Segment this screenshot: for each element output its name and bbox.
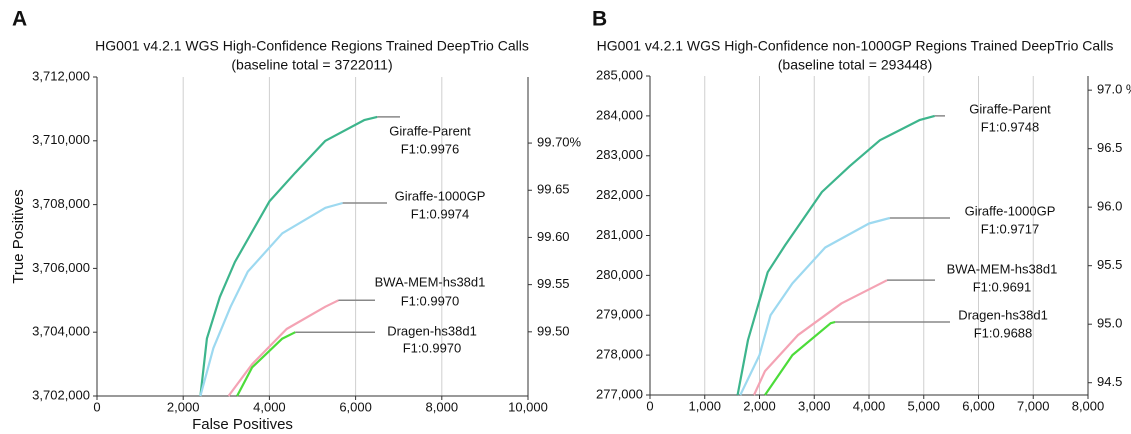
series-line: [199, 115, 378, 397]
chart-subtitle: (baseline total = 3722011): [231, 57, 392, 73]
x-tick-label: 2,000: [743, 398, 776, 413]
x-tick-label: 8,000: [1072, 398, 1105, 413]
y-tick-label: 279,000: [596, 307, 643, 322]
y2-tick-label: 99.65: [537, 182, 570, 197]
y2-tick-label: 99.55: [537, 276, 570, 291]
y-tick-label: 3,706,000: [32, 260, 90, 275]
y2-tick-label: 96.0: [1097, 199, 1122, 214]
series-name: BWA-MEM-hs38d1: [375, 275, 486, 290]
y2-tick-label: 97.0 %: [1097, 82, 1131, 97]
x-tick-label: 3,000: [798, 398, 831, 413]
y-tick-label: 3,712,000: [32, 68, 90, 83]
series-name: BWA-MEM-hs38d1: [947, 262, 1058, 277]
x-tick-label: 4,000: [253, 399, 286, 414]
series-f1: F1:0.9748: [981, 119, 1040, 134]
panel-letter: B: [592, 8, 607, 31]
x-tick-label: 7,000: [1017, 398, 1050, 413]
series-line: [199, 201, 343, 397]
y2-tick-label: 96.5: [1097, 140, 1122, 155]
x-tick-label: 2,000: [167, 399, 200, 414]
series-line: [753, 279, 888, 396]
series-f1: F1:0.9688: [974, 325, 1033, 340]
series-f1: F1:0.9970: [401, 294, 460, 309]
chart-title: HG001 v4.2.1 WGS High-Confidence non-100…: [597, 38, 1114, 54]
y-tick-label: 285,000: [596, 67, 643, 82]
y-axis-label: True Positives: [10, 189, 27, 283]
series-line: [736, 114, 935, 396]
x-tick-label: 1,000: [688, 398, 721, 413]
y2-tick-label: 99.70%: [537, 135, 582, 150]
series-f1: F1:0.9974: [411, 206, 470, 221]
y-tick-label: 284,000: [596, 107, 643, 122]
series-name: Giraffe-1000GP: [965, 203, 1056, 218]
x-tick-label: 5,000: [907, 398, 940, 413]
y-tick-label: 3,702,000: [32, 387, 90, 402]
series-line: [764, 320, 836, 396]
series-f1: F1:0.9970: [403, 341, 462, 356]
series-line: [739, 216, 891, 396]
series-name: Giraffe-Parent: [389, 123, 471, 138]
y2-tick-label: 99.50: [537, 323, 570, 338]
series-name: Dragen-hs38d1: [387, 324, 477, 339]
y-tick-label: 280,000: [596, 267, 643, 282]
series-f1: F1:0.9717: [981, 221, 1040, 236]
series-name: Giraffe-Parent: [969, 101, 1051, 116]
chart-title: HG001 v4.2.1 WGS High-Confidence Regions…: [95, 38, 529, 54]
y-tick-label: 277,000: [596, 386, 643, 401]
y2-tick-label: 99.60: [537, 229, 570, 244]
x-tick-label: 6,000: [962, 398, 995, 413]
x-tick-label: 6,000: [339, 399, 372, 414]
x-axis-label: False Positives: [192, 416, 293, 433]
series-line: [236, 331, 296, 397]
x-tick-label: 10,000: [508, 399, 548, 414]
chart-subtitle: (baseline total = 293448): [778, 57, 933, 73]
y-tick-label: 281,000: [596, 227, 643, 242]
y2-tick-label: 95.5: [1097, 257, 1122, 272]
y2-tick-label: 95.0: [1097, 316, 1122, 331]
series-f1: F1:0.9976: [401, 141, 460, 156]
y-tick-label: 3,708,000: [32, 196, 90, 211]
panel-letter: A: [12, 8, 27, 31]
y2-tick-label: 94.5: [1097, 374, 1122, 389]
y-tick-label: 283,000: [596, 147, 643, 162]
series-line: [227, 299, 339, 397]
x-tick-label: 0: [93, 399, 100, 414]
series-f1: F1:0.9691: [973, 280, 1032, 295]
x-tick-label: 8,000: [426, 399, 459, 414]
y-tick-label: 3,704,000: [32, 324, 90, 339]
y-tick-label: 282,000: [596, 187, 643, 202]
y-tick-label: 3,710,000: [32, 132, 90, 147]
series-name: Dragen-hs38d1: [958, 307, 1048, 322]
series-name: Giraffe-1000GP: [395, 188, 486, 203]
y-tick-label: 278,000: [596, 347, 643, 362]
x-tick-label: 0: [646, 398, 653, 413]
x-tick-label: 4,000: [853, 398, 886, 413]
